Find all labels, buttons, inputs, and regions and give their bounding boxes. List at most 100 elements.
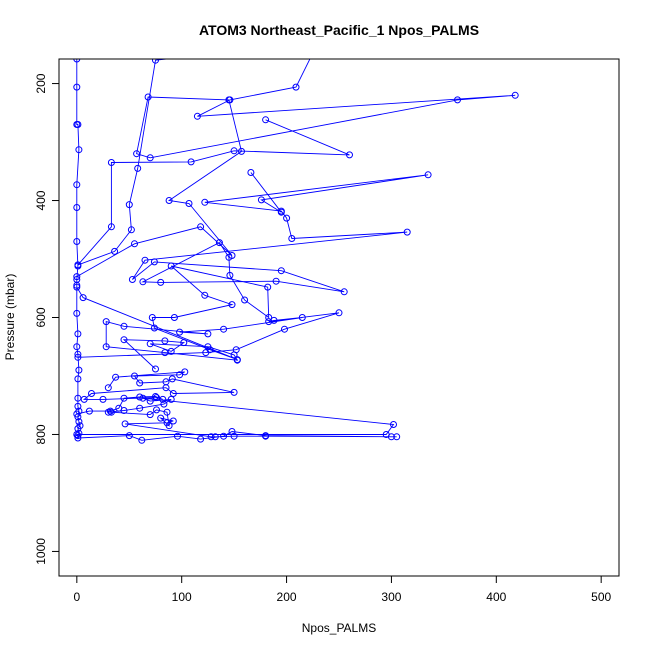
data-point: [150, 324, 158, 332]
data-point: [346, 151, 353, 159]
data-point: [211, 433, 219, 441]
data-point: [160, 400, 168, 408]
x-axis: 0 100 200 300 400 500: [73, 575, 612, 604]
x-tick-label: 500: [591, 590, 611, 604]
data-point: [176, 328, 184, 336]
series-line-5: [76, 59, 516, 277]
data-point: [146, 340, 154, 348]
data-point: [112, 373, 120, 381]
data-point: [277, 267, 285, 275]
data-point: [298, 314, 306, 321]
data-point: [144, 93, 152, 101]
series-line-3: [77, 312, 340, 370]
data-point: [170, 314, 178, 321]
data-point: [382, 431, 390, 438]
data-point: [139, 278, 147, 286]
data-point: [185, 200, 193, 207]
data-point: [277, 208, 285, 216]
data-point: [167, 395, 175, 403]
data-point: [220, 432, 228, 440]
data-point: [241, 296, 249, 304]
data-point: [393, 433, 401, 441]
data-point: [73, 431, 81, 438]
data-point: [102, 318, 110, 326]
y-axis: 200 400 600 800 1000: [34, 73, 60, 565]
data-point: [141, 256, 149, 264]
data-point: [73, 273, 81, 281]
data-point: [162, 378, 170, 386]
data-point: [106, 407, 114, 415]
data-point: [169, 390, 177, 397]
data-point: [121, 420, 129, 428]
data-point: [201, 291, 209, 299]
data-point: [163, 408, 171, 416]
data-point: [138, 436, 146, 444]
data-point: [115, 404, 123, 412]
data-point: [168, 375, 176, 383]
data-point: [152, 365, 159, 373]
data-point: [201, 198, 209, 206]
y-tick-label: 200: [34, 73, 48, 93]
data-point: [134, 164, 142, 172]
data-point: [73, 283, 81, 291]
data-point: [75, 418, 83, 426]
data-point: [99, 395, 107, 403]
data-point: [136, 404, 144, 412]
data-point: [107, 408, 115, 416]
data-point: [104, 384, 112, 392]
data-point: [88, 390, 95, 397]
data-point: [128, 276, 136, 283]
data-point: [75, 366, 83, 374]
data-point: [228, 301, 236, 309]
data-point: [133, 150, 141, 158]
data-point: [511, 91, 519, 99]
data-point: [167, 262, 175, 270]
data-point: [74, 261, 82, 269]
data-point: [125, 201, 133, 209]
data-point: [233, 356, 241, 364]
y-tick-label: 800: [34, 424, 48, 444]
data-point: [148, 314, 156, 321]
y-tick-label: 600: [34, 307, 48, 327]
series-layer: [73, 59, 519, 444]
data-point: [264, 283, 272, 291]
data-point: [107, 223, 115, 231]
data-point: [146, 154, 154, 162]
data-point: [230, 388, 238, 396]
data-point: [204, 330, 212, 338]
x-axis-label: Npos_PALMS: [302, 621, 376, 635]
data-point: [272, 277, 280, 285]
series-line-2: [76, 371, 235, 415]
x-tick-label: 0: [73, 590, 80, 604]
data-point: [454, 96, 461, 104]
y-tick-label: 400: [34, 190, 48, 210]
data-point: [292, 83, 300, 91]
data-point: [165, 422, 173, 430]
data-point: [390, 421, 397, 428]
data-point: [85, 407, 93, 415]
data-point: [220, 325, 228, 333]
data-point: [120, 394, 128, 402]
data-point: [153, 406, 160, 414]
data-point: [288, 235, 296, 242]
data-point: [107, 159, 115, 166]
chart-title: ATOM3 Northeast_Pacific_1 Npos_PALMS: [199, 22, 479, 38]
data-point: [74, 432, 82, 440]
data-point: [74, 394, 82, 402]
data-point: [111, 247, 119, 255]
data-point: [281, 325, 288, 333]
x-tick-label: 200: [277, 590, 297, 604]
data-point: [226, 271, 234, 279]
data-point: [270, 316, 278, 324]
data-point: [265, 314, 273, 321]
y-axis-label: Pressure (mbar): [3, 274, 17, 361]
data-point: [161, 349, 169, 357]
data-point: [74, 375, 82, 383]
data-point: [74, 402, 82, 410]
data-point: [262, 116, 270, 124]
data-point: [340, 288, 348, 296]
data-point: [206, 346, 214, 354]
data-point: [226, 96, 234, 104]
